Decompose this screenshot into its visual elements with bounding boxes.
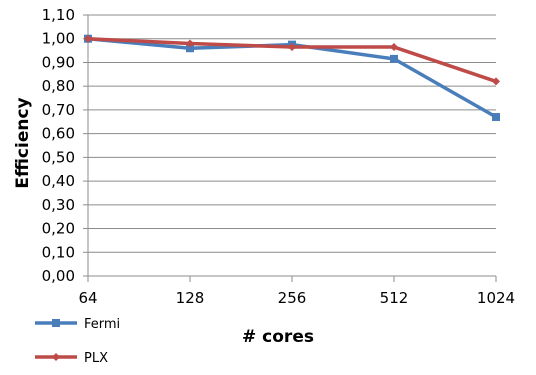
y-tick-label: 0,90 [42, 53, 75, 71]
y-tick-label: 0,80 [42, 77, 75, 95]
x-tick-label: 512 [380, 289, 409, 307]
legend-item-plx: PLX [35, 351, 108, 366]
y-tick-label: 0,60 [42, 125, 75, 143]
data-point [288, 43, 296, 52]
data-point [186, 39, 194, 48]
series-plx [84, 34, 500, 86]
y-tick-label: 1,00 [42, 30, 75, 48]
legend-label: PLX [84, 351, 108, 366]
y-tick-label: 0,00 [42, 267, 75, 285]
y-tick-label: 0,10 [42, 243, 75, 261]
data-point [84, 34, 92, 43]
x-tick-label: 128 [176, 289, 205, 307]
x-tick-labels: 64 128 256 512 1024 [78, 289, 515, 307]
y-axis-title: Efficiency [13, 97, 33, 188]
gridlines [88, 14, 496, 277]
series [84, 34, 500, 122]
data-point [492, 77, 500, 86]
x-axis-title: # cores [242, 327, 314, 347]
legend-swatch-marker [52, 319, 60, 327]
legend-swatch-marker [52, 353, 60, 361]
y-tick-labels: 0,00 0,10 0,20 0,30 0,40 0,50 0,60 0,70 0,80 0,90… [42, 6, 75, 285]
data-point [390, 54, 398, 63]
x-tick-label: 1024 [477, 289, 515, 307]
y-tick-label: 0,30 [42, 196, 75, 214]
y-tick-label: 0,40 [42, 172, 75, 190]
legend-label: Fermi [84, 317, 120, 332]
y-tick-label: 0,70 [42, 101, 75, 119]
x-tick-label: 64 [78, 289, 97, 307]
legend-item-fermi: Fermi [35, 317, 120, 332]
y-tick-label: 0,50 [42, 148, 75, 166]
data-point [492, 113, 500, 122]
legend: Fermi PLX [35, 317, 120, 366]
axes [83, 14, 497, 282]
y-tick-label: 0,20 [42, 220, 75, 238]
y-tick-label: 1,10 [42, 6, 75, 24]
x-tick-label: 256 [278, 289, 307, 307]
data-point [186, 44, 194, 53]
data-point [390, 43, 398, 52]
